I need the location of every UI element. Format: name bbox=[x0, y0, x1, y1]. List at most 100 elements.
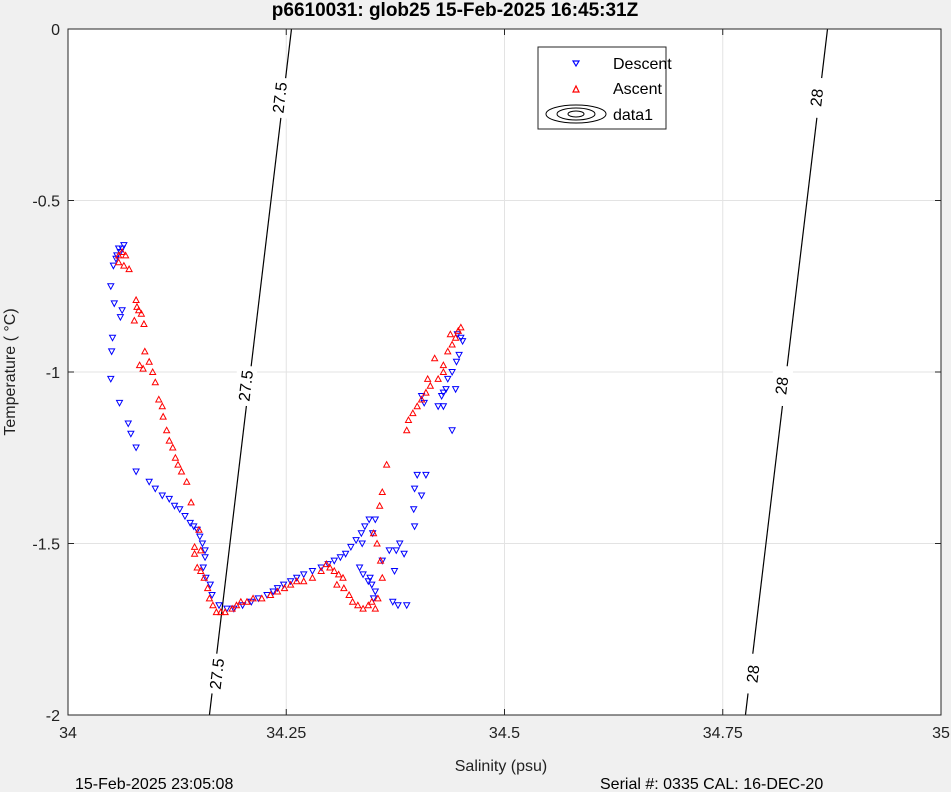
descent-point bbox=[434, 403, 442, 411]
descent-point bbox=[279, 581, 288, 589]
y-tick-label: -0.5 bbox=[32, 194, 60, 211]
descent-point bbox=[439, 403, 448, 411]
ascent-point bbox=[182, 477, 191, 485]
contour-label-gap bbox=[803, 76, 829, 119]
descent-point bbox=[385, 547, 394, 555]
ascent-point bbox=[299, 577, 308, 585]
descent-point bbox=[124, 420, 133, 428]
ascent-point bbox=[373, 539, 381, 547]
descent-point bbox=[451, 386, 460, 394]
contour-label: 28 bbox=[803, 76, 829, 119]
descent-point bbox=[409, 506, 418, 514]
ascent-point bbox=[257, 594, 266, 602]
ascent-point bbox=[439, 361, 448, 369]
descent-point bbox=[189, 523, 198, 531]
ascent-point bbox=[443, 347, 452, 355]
ascent-point bbox=[367, 597, 376, 605]
descent-point bbox=[109, 262, 118, 270]
descent-point bbox=[201, 547, 209, 555]
descent-point bbox=[341, 550, 350, 558]
descent-point bbox=[394, 602, 402, 610]
descent-point bbox=[443, 375, 452, 383]
ascent-point bbox=[422, 388, 430, 396]
descent-point bbox=[413, 471, 422, 479]
ascent-point bbox=[426, 381, 435, 389]
descent-point bbox=[292, 574, 301, 582]
ascent-point bbox=[376, 556, 385, 564]
contour-label: 27.5 bbox=[266, 76, 292, 119]
contour-label-gap bbox=[266, 76, 292, 119]
descent-point bbox=[120, 242, 128, 250]
x-axis-ticks: 34 34.25 34.5 34.75 35 bbox=[59, 29, 950, 742]
ascent-point bbox=[148, 367, 157, 375]
x-tick-label: 34.5 bbox=[489, 725, 520, 742]
ascent-point bbox=[266, 590, 275, 598]
ascent-point bbox=[434, 374, 442, 382]
ascent-point bbox=[221, 608, 229, 616]
ascent-point bbox=[375, 501, 384, 509]
descent-point bbox=[366, 574, 374, 582]
descent-point bbox=[145, 478, 154, 486]
contour-label-text: 28 bbox=[808, 88, 827, 108]
descent-point bbox=[360, 523, 369, 531]
ascent-point bbox=[134, 306, 143, 314]
ascent-point bbox=[145, 357, 154, 365]
descent-point bbox=[330, 557, 339, 565]
descent-point bbox=[359, 571, 367, 579]
ascent-point bbox=[413, 402, 422, 410]
descent-point bbox=[378, 557, 387, 565]
ascent-point bbox=[158, 402, 167, 410]
descent-point bbox=[400, 550, 408, 558]
descent-point bbox=[106, 283, 115, 291]
ascent-point bbox=[209, 601, 217, 609]
contour-label-text: 28 bbox=[773, 376, 792, 396]
ascent-point bbox=[286, 580, 295, 588]
legend-data1-label: data1 bbox=[613, 107, 653, 124]
ascent-point bbox=[417, 395, 426, 403]
ascent-point bbox=[168, 443, 177, 451]
contour-label: 28 bbox=[740, 652, 765, 695]
descent-point bbox=[201, 554, 209, 562]
footer-timestamp: 15-Feb-2025 23:05:08 bbox=[75, 776, 233, 792]
descent-point bbox=[273, 585, 282, 593]
contour-label-gap bbox=[740, 652, 765, 695]
ascent-point bbox=[408, 409, 417, 417]
ascent-point bbox=[187, 498, 195, 506]
ascent-point bbox=[457, 323, 465, 331]
ascent-point bbox=[237, 597, 245, 605]
ascent-point bbox=[333, 580, 341, 588]
descent-point bbox=[107, 348, 116, 356]
ascent-point bbox=[114, 258, 123, 266]
ascent-point bbox=[439, 367, 448, 375]
ascent-point bbox=[118, 247, 126, 255]
x-tick-label: 35 bbox=[932, 725, 950, 742]
descent-point bbox=[410, 485, 419, 493]
ascent-point bbox=[140, 319, 148, 327]
ascent-point bbox=[339, 573, 347, 581]
legend-ascent-label: Ascent bbox=[613, 81, 662, 98]
ascent-point bbox=[451, 333, 460, 341]
descent-point bbox=[115, 399, 124, 407]
series-ascent bbox=[114, 247, 465, 616]
ascent-point bbox=[174, 460, 182, 468]
descent-point bbox=[198, 540, 207, 548]
descent-point bbox=[410, 523, 419, 531]
contour-label-text: 27.5 bbox=[208, 657, 229, 690]
y-tick-label: -2 bbox=[46, 708, 60, 725]
ascent-point bbox=[193, 563, 202, 571]
contour-label: 28 bbox=[768, 364, 794, 407]
descent-point bbox=[395, 540, 404, 548]
ascent-point bbox=[308, 573, 317, 581]
ascent-point bbox=[228, 604, 236, 612]
descent-point bbox=[402, 602, 411, 610]
ascent-point bbox=[212, 608, 221, 616]
descent-point bbox=[357, 530, 366, 538]
x-tick-label: 34.75 bbox=[703, 725, 743, 742]
legend-ascent-marker bbox=[572, 84, 580, 93]
descent-point bbox=[186, 519, 195, 527]
contour-label-text: 27.5 bbox=[270, 81, 291, 114]
descent-point bbox=[170, 502, 179, 510]
ascent-point bbox=[177, 467, 186, 475]
ascent-point bbox=[317, 566, 326, 574]
